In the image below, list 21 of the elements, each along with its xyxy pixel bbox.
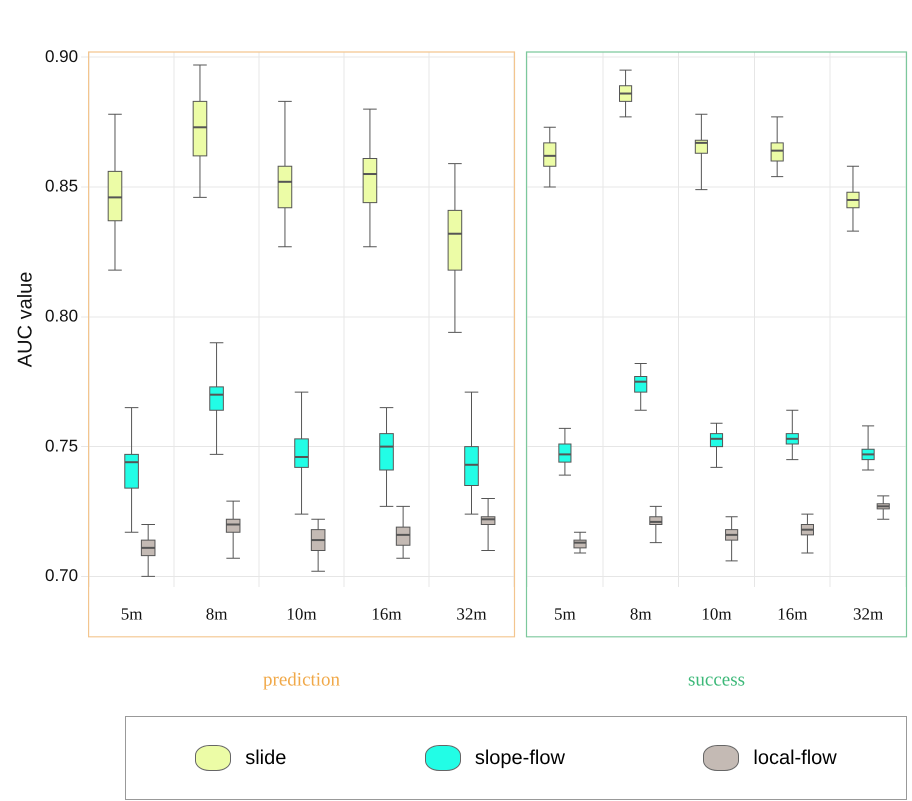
y-tick-label: 0.70 [44,566,78,586]
x-tick-label: 10m [701,604,732,624]
x-tick-label: 16m [371,604,402,624]
x-tick-label: 32m [456,604,487,624]
y-tick-label: 0.80 [44,306,78,326]
x-axis-title: prediction [263,670,341,691]
legend-label: local-flow [753,746,837,770]
x-tick-label: 8m [206,604,228,624]
x-tick-label: 5m [554,604,576,624]
y-axis-title: AUC value [14,272,37,368]
x-axis-title: success [688,670,745,691]
x-tick-label: 32m [852,604,884,624]
legend-label: slide [245,746,286,770]
y-tick-label: 0.90 [44,46,78,66]
y-tick-label: 0.85 [44,176,78,196]
x-tick-label: 8m [630,604,652,624]
x-tick-label: 5m [120,604,142,624]
legend-label: slope-flow [474,746,565,770]
x-tick-label: 10m [286,604,317,624]
y-tick-label: 0.75 [44,436,78,456]
x-tick-label: 16m [777,604,808,624]
